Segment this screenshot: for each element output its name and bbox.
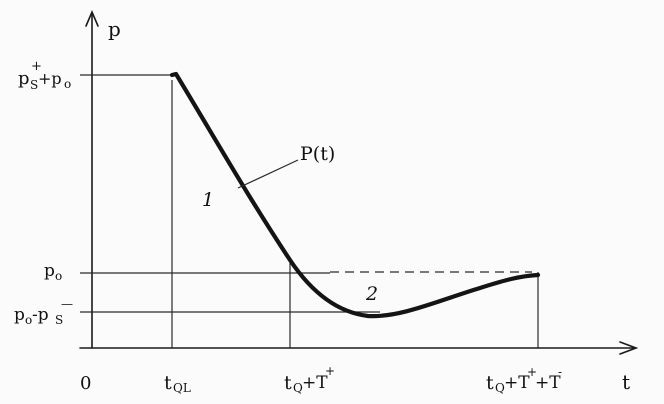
peak-p: p [18, 68, 30, 89]
t-ql-label: t QL [164, 372, 191, 395]
phase-2-label: 2 [365, 283, 378, 305]
t3-sup: + [527, 365, 537, 379]
trough-sup-minus: — [61, 297, 73, 311]
peak-pressure-label: p S + +p o [18, 59, 71, 92]
t3-rest: +T [504, 373, 530, 393]
curve-label: P(t) [300, 143, 335, 165]
t3-sup2: - [558, 365, 562, 379]
t2-rest: +T [302, 373, 328, 393]
t2-sub: Q [293, 381, 303, 395]
t3-sub: Q [495, 381, 505, 395]
trough-sub-o: o [25, 313, 32, 327]
ambient-p: p [44, 261, 55, 281]
y-axis-label: p [108, 17, 121, 41]
ambient-sub-o: o [55, 269, 62, 283]
t-ql-sub: QL [173, 381, 191, 395]
x-axis-label: t [622, 370, 630, 394]
t-q-plus-t-plus-t-minus-label: t Q +T + +T - [486, 365, 562, 395]
origin-label: 0 [80, 373, 91, 394]
peak-plus-p: +p [38, 69, 62, 88]
t3-rest2: +T [535, 373, 561, 393]
peak-sup-plus: + [31, 59, 42, 74]
phase-1-label: 1 [202, 189, 214, 211]
trough-minus-p: -p [32, 305, 49, 325]
peak-sub-s: S [30, 78, 38, 92]
trough-p: p [14, 305, 25, 325]
t3-main: t [486, 372, 494, 394]
pressure-curve [169, 71, 541, 319]
ambient-pressure-label: p o [44, 261, 62, 283]
trough-sub-s: S [55, 313, 63, 327]
t2-main: t [284, 372, 292, 394]
x-axis-arrow [619, 341, 639, 355]
peak-sub-o: o [64, 77, 71, 91]
y-axis-arrow [85, 9, 99, 27]
t-q-plus-t-label: t Q +T + [284, 364, 335, 395]
curve-label-pointer [237, 159, 299, 189]
t2-sup: + [325, 364, 335, 378]
trough-pressure-label: p o -p S — [14, 297, 73, 327]
t-ql-main: t [164, 372, 172, 394]
